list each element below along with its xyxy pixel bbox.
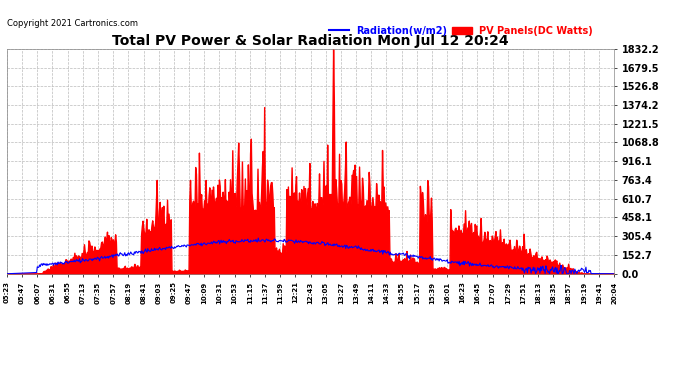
Text: Copyright 2021 Cartronics.com: Copyright 2021 Cartronics.com: [7, 19, 138, 28]
Legend: Radiation(w/m2), PV Panels(DC Watts): Radiation(w/m2), PV Panels(DC Watts): [325, 22, 597, 40]
Title: Total PV Power & Solar Radiation Mon Jul 12 20:24: Total PV Power & Solar Radiation Mon Jul…: [112, 34, 509, 48]
